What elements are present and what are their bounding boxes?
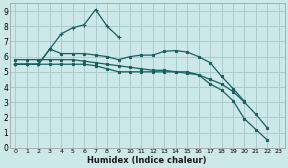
X-axis label: Humidex (Indice chaleur): Humidex (Indice chaleur) <box>87 156 207 164</box>
